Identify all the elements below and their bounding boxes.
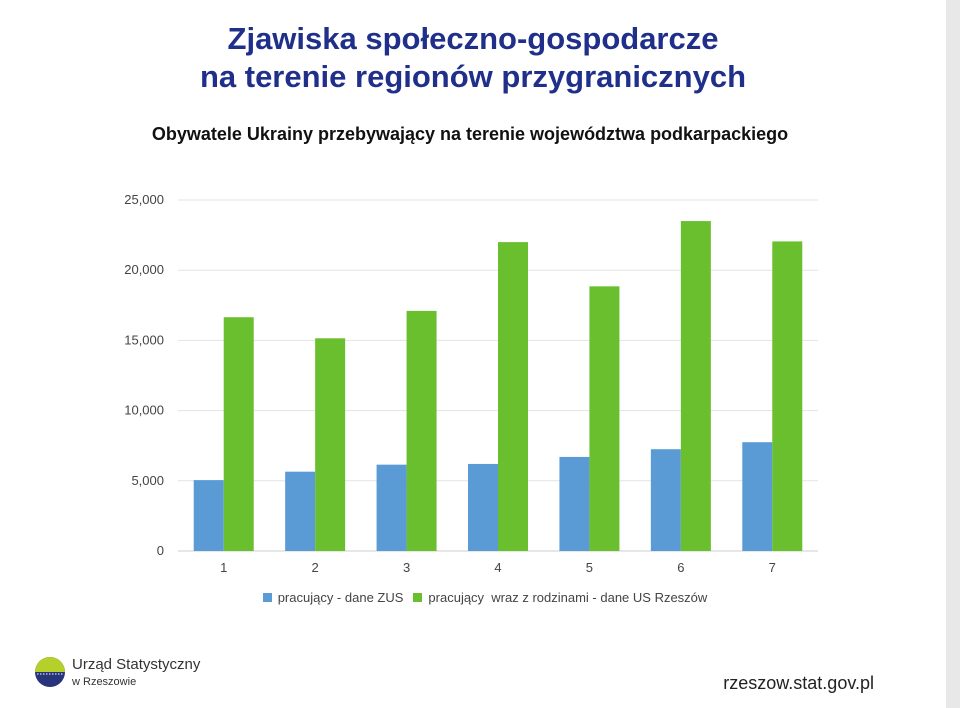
bar-us: [498, 242, 528, 551]
stat-office-logo: Urząd Statystyczny w Rzeszowie: [34, 650, 234, 700]
bar-zus: [193, 480, 224, 551]
bar-zus: [376, 464, 407, 551]
page-title: Zjawiska społeczno-gospodarcze na tereni…: [0, 20, 946, 96]
logo-subtitle: w Rzeszowie: [72, 676, 137, 688]
legend-label-us: pracujący wraz z rodzinami - dane US Rze…: [428, 590, 708, 605]
x-tick-label: 7: [769, 560, 776, 575]
y-tick-label: 25,000: [124, 192, 164, 207]
legend-swatch-zus: [262, 593, 272, 602]
y-tick-label: 20,000: [124, 262, 164, 277]
bar-us: [223, 317, 254, 551]
chart-legend: pracujący - dane ZUS pracujący wraz z ro…: [0, 590, 960, 605]
bar-zus: [742, 442, 773, 551]
y-tick-label: 0: [157, 543, 164, 558]
y-tick-label: 15,000: [124, 332, 164, 347]
bar-zus: [559, 456, 590, 551]
x-tick-label: 3: [403, 560, 410, 575]
bar-zus: [285, 471, 316, 551]
bar-us: [315, 338, 346, 551]
logo-emblem-icon: [35, 657, 65, 687]
logo-title: Urząd Statystyczny: [72, 656, 201, 673]
y-tick-label: 10,000: [124, 403, 164, 418]
title-line-2: na terenie regionów przygranicznych: [199, 59, 747, 94]
chart-subtitle: Obywatele Ukrainy przebywający na tereni…: [151, 124, 789, 144]
x-tick-label: 6: [677, 560, 684, 575]
x-tick-label: 4: [494, 560, 501, 575]
bar-us: [406, 310, 437, 551]
legend-swatch-us: [413, 593, 423, 602]
title-line-1: Zjawiska społeczno-gospodarcze: [227, 21, 719, 56]
bar-zus: [650, 449, 681, 551]
legend-item-us: pracujący wraz z rodzinami - dane US Rze…: [413, 590, 707, 605]
x-tick-label: 1: [220, 560, 227, 575]
bar-us: [680, 221, 711, 551]
x-tick-label: 2: [312, 560, 319, 575]
x-tick-label: 5: [586, 560, 593, 575]
y-tick-label: 5,000: [131, 473, 164, 488]
bar-zus: [468, 463, 498, 551]
bar-us: [589, 286, 620, 551]
bar-chart: 0 5,000 10,000 15,000 20,000 25,000 1 2 3 4 5 6 7: [124, 192, 818, 575]
website-url: rzeszow.stat.gov.pl: [723, 673, 874, 693]
bar-us: [772, 241, 803, 551]
legend-label-zus: pracujący - dane ZUS: [277, 590, 404, 605]
legend-item-zus: pracujący - dane ZUS: [262, 590, 404, 605]
